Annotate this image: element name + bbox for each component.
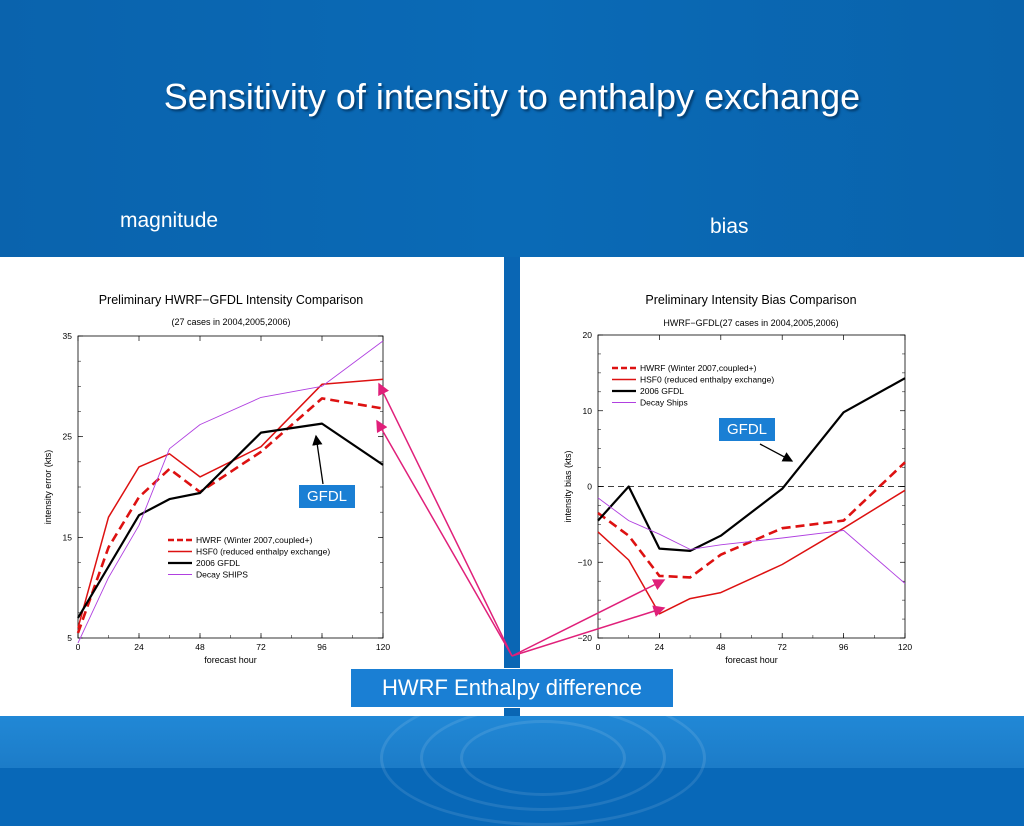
y-tick-label: 15: [63, 532, 73, 542]
legend-entry: 2006 GFDL: [640, 386, 684, 396]
chart-subtitle: (27 cases in 2004,2005,2006): [171, 317, 290, 327]
x-axis-label: forecast hour: [204, 655, 257, 665]
slide-title: Sensitivity of intensity to enthalpy exc…: [163, 76, 861, 117]
x-axis-label: forecast hour: [725, 655, 778, 665]
y-tick-label: 5: [67, 633, 72, 643]
series-line-2: [597, 377, 906, 552]
x-tick-label: 120: [376, 642, 390, 652]
bias-chart-panel: Preliminary Intensity Bias Comparison HWR…: [520, 257, 1024, 716]
x-tick-label: 24: [655, 642, 665, 652]
legend-entry: Decay SHIPS: [196, 570, 248, 580]
chart-title: Preliminary Intensity Bias Comparison: [645, 293, 856, 307]
legend-entry: 2006 GFDL: [196, 558, 240, 568]
gfdl-callout-left: GFDL: [298, 484, 357, 509]
series-line-3: [597, 497, 906, 584]
x-tick-label: 96: [839, 642, 849, 652]
x-tick-label: 0: [76, 642, 81, 652]
y-tick-label: −20: [578, 633, 593, 643]
magnitude-chart-panel: Preliminary HWRF−GFDL Intensity Comparis…: [0, 257, 504, 716]
gfdl-callout-right: GFDL: [718, 417, 777, 442]
y-tick-label: 35: [63, 331, 73, 341]
legend-entry: HSF0 (reduced enthalpy exchange): [196, 547, 330, 557]
x-tick-label: 72: [256, 642, 266, 652]
series-line-0: [76, 397, 384, 634]
x-tick-label: 48: [716, 642, 726, 652]
magnitude-label: magnitude: [120, 209, 219, 232]
y-axis-label: intensity bias (kts): [563, 450, 573, 522]
x-tick-label: 72: [777, 642, 787, 652]
y-tick-label: 10: [583, 406, 593, 416]
series-line-1: [597, 489, 906, 615]
hwrf-enthalpy-box: HWRF Enthalpy difference: [350, 668, 674, 708]
x-tick-label: 120: [898, 642, 912, 652]
series-line-2: [77, 422, 384, 619]
y-tick-label: 0: [587, 482, 592, 492]
magnitude-chart: Preliminary HWRF−GFDL Intensity Comparis…: [43, 293, 390, 665]
y-axis-label: intensity error (kts): [43, 450, 53, 525]
series-line-0: [597, 461, 906, 579]
panel-divider: [504, 257, 520, 716]
x-tick-label: 48: [195, 642, 205, 652]
series-line-3: [77, 340, 384, 644]
chart-title: Preliminary HWRF−GFDL Intensity Comparis…: [99, 293, 364, 307]
y-tick-label: 20: [583, 330, 593, 340]
bias-label: bias: [710, 215, 749, 238]
y-tick-label: 25: [63, 432, 73, 442]
bias-chart: Preliminary Intensity Bias Comparison HWR…: [563, 293, 912, 665]
title-band: [0, 0, 1024, 257]
series-line-1: [77, 378, 384, 629]
x-tick-label: 0: [596, 642, 601, 652]
x-tick-label: 96: [317, 642, 327, 652]
decorative-swirl: [460, 720, 626, 796]
legend-entry: HWRF (Winter 2007,coupled+): [196, 535, 313, 545]
y-tick-label: −10: [578, 557, 593, 567]
legend-entry: Decay Ships: [640, 398, 688, 408]
legend-entry: HSF0 (reduced enthalpy exchange): [640, 375, 774, 385]
chart-subtitle: HWRF−GFDL(27 cases in 2004,2005,2006): [663, 318, 838, 328]
legend-entry: HWRF (Winter 2007,coupled+): [640, 363, 757, 373]
x-tick-label: 24: [134, 642, 144, 652]
